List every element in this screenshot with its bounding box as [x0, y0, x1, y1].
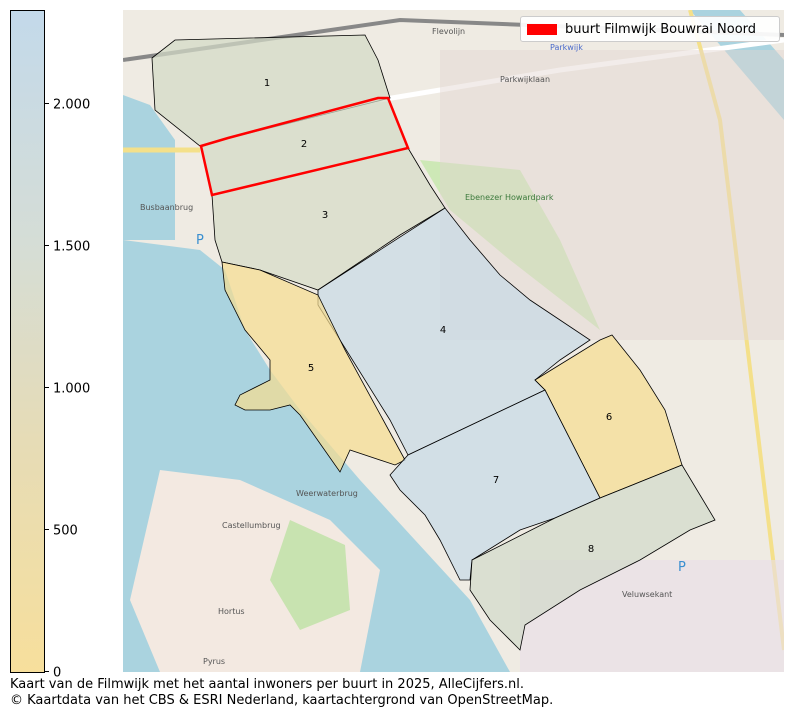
legend-label: buurt Filmwijk Bouwrai Noord: [565, 21, 757, 37]
buurt-label: 1: [264, 78, 270, 89]
buurt-label: 5: [308, 363, 314, 374]
road-main: [688, 10, 784, 651]
legend-swatch: [527, 23, 557, 35]
buurt-label: 6: [606, 412, 612, 423]
caption-attribution: © Kaartdata van het CBS & ESRI Nederland…: [10, 693, 554, 708]
map-label: Hortus: [218, 607, 245, 616]
colorbar-label: 2.000: [53, 97, 91, 113]
map-label: Parkwijklaan: [500, 75, 550, 84]
colorbar-tick: [44, 387, 49, 388]
map-label: Pyrus: [203, 657, 225, 666]
road-parkwijklaan: [379, 37, 784, 103]
map-label: Veluwsekant: [622, 590, 672, 599]
buurt-label: 8: [588, 544, 594, 555]
buurt-4[interactable]: [317, 207, 591, 456]
park-ebenezer: [420, 160, 600, 330]
map-label: Flevolijn: [432, 27, 465, 36]
parking-icon: P: [196, 233, 204, 248]
map-label: Ebenezer Howardpark: [465, 193, 554, 202]
colorbar-tick: [44, 245, 49, 246]
map-label: Castellumbrug: [222, 521, 281, 530]
caption-title: Kaart van de Filmwijk met het aantal inw…: [10, 677, 525, 692]
buurt-label: 7: [493, 475, 499, 486]
colorbar-label: 1.500: [53, 239, 91, 255]
colorbar-label: 500: [53, 523, 78, 539]
buurt-3[interactable]: [211, 147, 446, 291]
colorbar-label: 0: [53, 665, 62, 681]
colorbar-tick: [44, 103, 49, 104]
parking-icon: P: [678, 560, 686, 575]
legend: buurt Filmwijk Bouwrai Noord: [520, 16, 780, 42]
buurt-8[interactable]: [469, 464, 716, 651]
buurt-1[interactable]: [151, 34, 391, 147]
buurt-label: 3: [322, 210, 328, 221]
highlight-outline: [199, 96, 410, 197]
colorbar-tick: [44, 529, 49, 530]
park: [270, 520, 350, 630]
colorbar-label: 1.000: [53, 381, 91, 397]
map-label: Weerwaterbrug: [296, 489, 358, 498]
buurt-label: 4: [440, 325, 446, 336]
map-label: Parkwijk: [550, 43, 583, 52]
map-label: Busbaanbrug: [140, 203, 193, 212]
colorbar: [10, 10, 45, 673]
map[interactable]: 1 2 3 4 5 6 7 8 Flevolijn Parkwijk Parkwijklaan…: [123, 10, 784, 672]
water-canal: [123, 95, 175, 240]
buurt-5[interactable]: [221, 261, 406, 473]
buurt-label: 2: [301, 139, 307, 150]
colorbar-tick: [44, 671, 49, 672]
